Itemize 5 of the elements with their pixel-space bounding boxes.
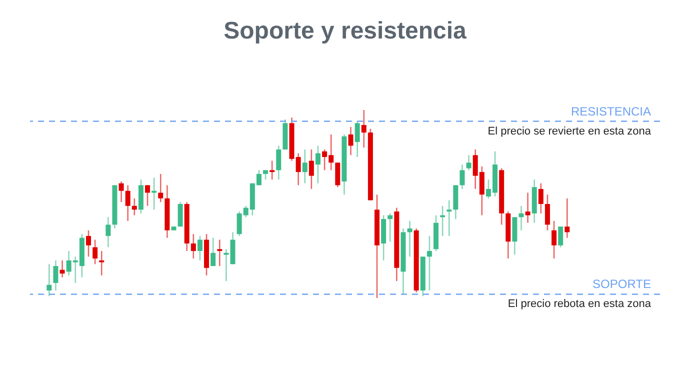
ref-line-label: RESISTENCIA [570,104,651,118]
annotation: El precio rebota en esta zona [508,298,652,310]
annotation: El precio se revierte en esta zona [488,125,652,138]
ref-line-label: SOPORTE [592,277,651,292]
chart-title: Soporte y resistencia [224,17,468,44]
